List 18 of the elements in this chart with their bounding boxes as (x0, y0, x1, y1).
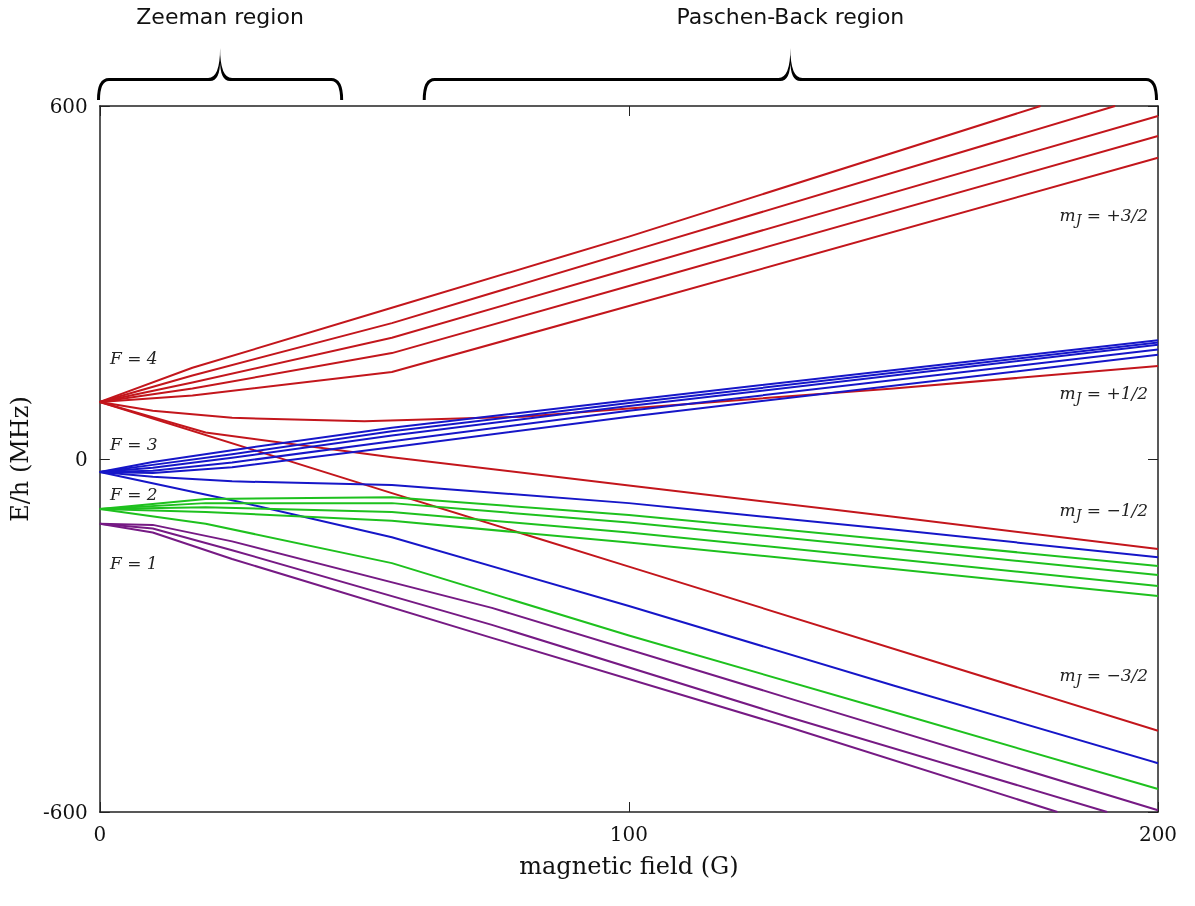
y-tick-label: -600 (42, 800, 88, 824)
text: Paschen-Back region (676, 4, 905, 29)
text: Zeeman region (136, 4, 304, 29)
annotation: F = 3 (110, 434, 158, 454)
annotation: m$_{J}$ = −1/2 (1059, 500, 1148, 526)
annotation: m$_{J}$ = −3/2 (1059, 665, 1148, 691)
annotation: m$_{J}$ = +3/2 (1059, 205, 1148, 231)
annotation: F = 1 (110, 553, 158, 573)
y-tick-label: 0 (75, 447, 88, 471)
y-axis-title: E/h (MHz) (6, 396, 34, 522)
x-tick-label: 100 (609, 822, 649, 846)
annotation: F = 4 (110, 348, 158, 368)
y-tick-label: 600 (49, 94, 88, 118)
x-axis-title: magnetic field (G) (519, 852, 739, 880)
annotation: F = 2 (110, 484, 158, 504)
x-tick-label: 200 (1138, 822, 1178, 846)
x-tick-label: 0 (93, 822, 107, 846)
annotation: m$_{J}$ = +1/2 (1059, 383, 1148, 409)
